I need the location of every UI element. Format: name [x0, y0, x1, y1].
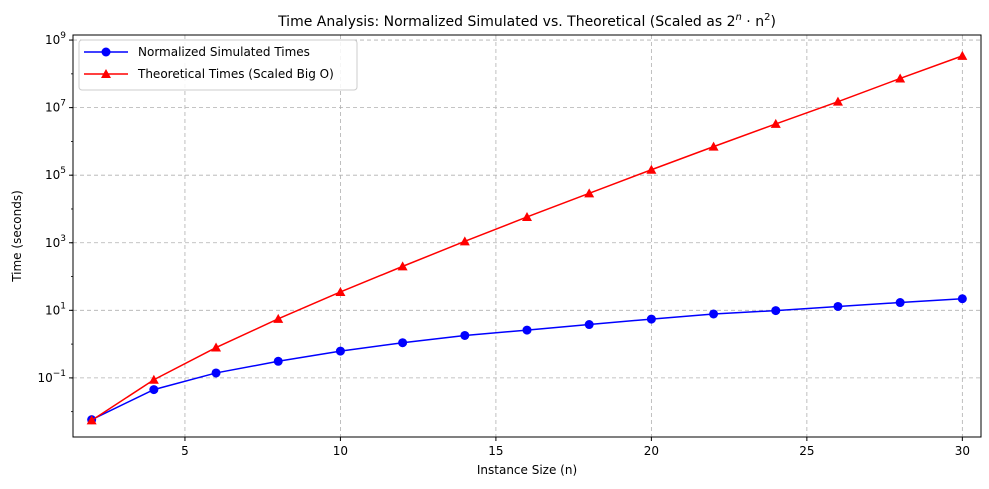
series-layer [86, 50, 968, 425]
data-point-triangle [335, 286, 346, 296]
x-tick-label: 15 [488, 444, 503, 458]
data-point-triangle [397, 261, 408, 271]
x-tick-label: 20 [644, 444, 659, 458]
data-point-circle [833, 301, 843, 311]
data-point-triangle [211, 342, 222, 352]
data-point-circle [335, 346, 345, 356]
legend-marker-theoretical [101, 69, 111, 78]
data-point-circle [771, 306, 781, 316]
y-tick-label: 101 [45, 301, 66, 317]
ticks: 5 10 15 20 25 30 10−1 101 103 105 107 109 [37, 31, 970, 458]
series-line-0 [91, 298, 963, 421]
y-tick-label: 105 [45, 166, 66, 182]
data-point-circle [149, 385, 159, 395]
data-point-circle [273, 356, 283, 366]
chart-title: Time Analysis: Normalized Simulated vs. … [277, 12, 776, 30]
x-tick-label: 25 [799, 444, 814, 458]
data-point-circle [584, 320, 594, 330]
legend-marker-simulated [101, 47, 111, 57]
data-point-triangle [646, 164, 657, 174]
x-tick-label: 5 [181, 444, 189, 458]
legend-label-simulated: Normalized Simulated Times [138, 45, 310, 59]
series-line-1 [91, 55, 963, 422]
legend-label-theoretical: Theoretical Times (Scaled Big O) [137, 67, 334, 81]
data-point-triangle [770, 118, 781, 128]
y-tick-label: 107 [45, 99, 66, 115]
legend-box [78, 39, 358, 91]
plot-frame [72, 34, 982, 438]
data-point-circle [646, 314, 656, 324]
data-point-triangle [273, 313, 284, 323]
y-axis-label: Time (seconds) [10, 190, 24, 283]
data-point-circle [957, 294, 967, 304]
data-point-triangle [957, 50, 968, 60]
x-tick-label: 30 [955, 444, 970, 458]
y-tick-label: 103 [45, 234, 66, 250]
x-tick-label: 10 [333, 444, 348, 458]
data-point-triangle [584, 188, 595, 198]
data-point-triangle [832, 96, 843, 106]
data-point-circle [522, 325, 532, 335]
y-tick-label: 10−1 [37, 369, 66, 385]
data-point-triangle [708, 141, 719, 151]
data-point-triangle [86, 415, 97, 425]
x-axis-label: Instance Size (n) [477, 463, 577, 477]
data-point-circle [709, 309, 719, 319]
data-point-circle [895, 298, 905, 308]
data-point-circle [398, 338, 408, 348]
y-tick-label: 109 [45, 31, 66, 47]
data-point-triangle [522, 211, 532, 221]
data-point-circle [460, 330, 470, 340]
data-point-triangle [148, 374, 159, 384]
grid [73, 35, 981, 437]
legend: Normalized Simulated Times Theoretical T… [78, 39, 358, 91]
data-point-triangle [895, 73, 906, 83]
data-point-circle [211, 368, 221, 378]
data-point-triangle [459, 236, 470, 246]
